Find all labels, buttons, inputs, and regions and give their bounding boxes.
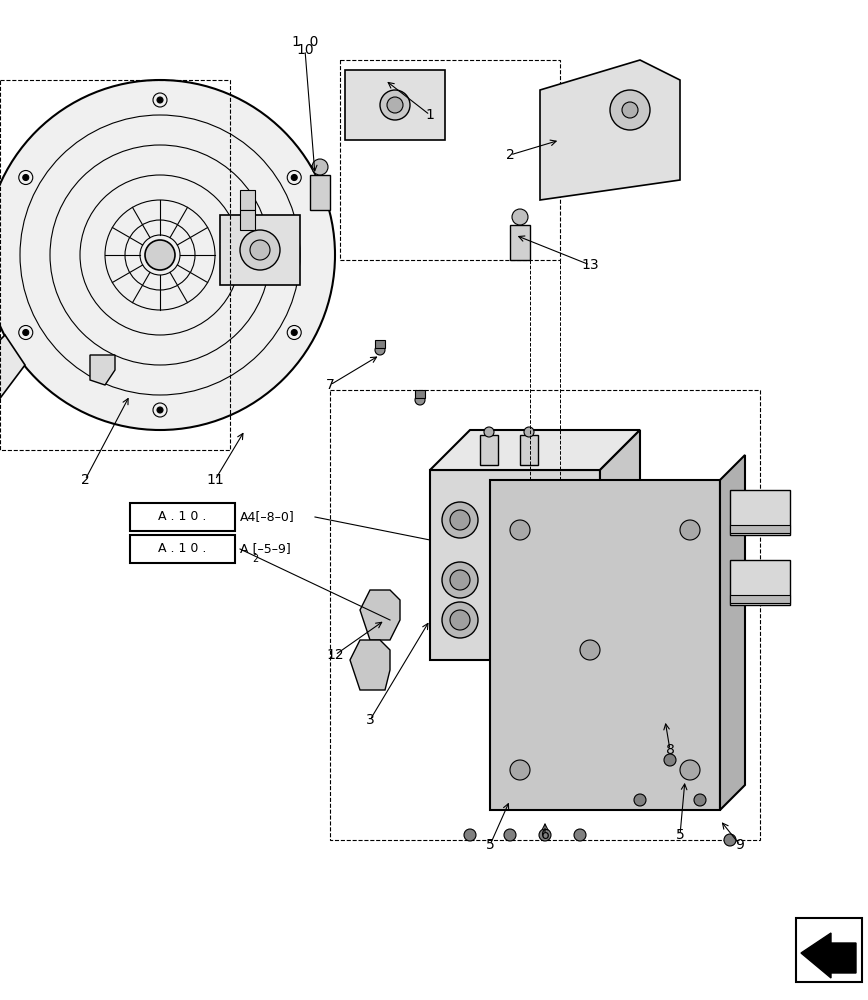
Circle shape xyxy=(387,97,403,113)
Circle shape xyxy=(500,570,520,590)
Circle shape xyxy=(492,562,528,598)
Bar xyxy=(490,480,720,810)
Bar xyxy=(340,60,560,260)
Bar xyxy=(430,470,600,660)
Circle shape xyxy=(724,834,736,846)
Circle shape xyxy=(450,510,470,530)
Circle shape xyxy=(510,520,530,540)
Polygon shape xyxy=(360,590,400,640)
Text: 10: 10 xyxy=(296,43,314,57)
Circle shape xyxy=(552,612,568,628)
Circle shape xyxy=(680,520,700,540)
Text: A . 1 0 .: A . 1 0 . xyxy=(158,542,207,556)
Polygon shape xyxy=(720,455,745,810)
Text: 8: 8 xyxy=(666,743,674,757)
Text: 13: 13 xyxy=(582,258,599,272)
Circle shape xyxy=(539,829,551,841)
Circle shape xyxy=(375,345,385,355)
Circle shape xyxy=(484,427,494,437)
Bar xyxy=(520,435,538,465)
Polygon shape xyxy=(540,60,680,200)
Text: 3: 3 xyxy=(365,713,374,727)
Text: 2: 2 xyxy=(506,148,515,162)
Bar xyxy=(796,918,862,982)
Text: A . 1 0 .: A . 1 0 . xyxy=(158,510,207,524)
Circle shape xyxy=(415,395,425,405)
Circle shape xyxy=(664,754,676,766)
Text: 2: 2 xyxy=(81,473,89,487)
Bar xyxy=(130,503,235,531)
Circle shape xyxy=(464,829,476,841)
Text: 6: 6 xyxy=(541,828,549,842)
Bar xyxy=(480,435,498,465)
Circle shape xyxy=(157,97,163,103)
Polygon shape xyxy=(801,933,856,978)
Text: 12: 12 xyxy=(326,648,344,662)
Polygon shape xyxy=(350,640,390,690)
Text: 2: 2 xyxy=(252,554,258,564)
Circle shape xyxy=(524,427,534,437)
Circle shape xyxy=(492,602,528,638)
Polygon shape xyxy=(90,355,115,385)
Bar xyxy=(510,225,530,260)
Circle shape xyxy=(0,80,335,430)
Bar xyxy=(730,490,790,535)
Bar xyxy=(375,340,385,348)
Circle shape xyxy=(442,502,478,538)
Text: 7: 7 xyxy=(326,378,334,392)
Circle shape xyxy=(574,829,586,841)
Circle shape xyxy=(442,602,478,638)
Circle shape xyxy=(500,610,520,630)
Bar xyxy=(240,190,255,210)
Bar xyxy=(730,560,790,605)
Circle shape xyxy=(510,760,530,780)
Circle shape xyxy=(450,610,470,630)
Bar xyxy=(0,80,230,450)
Circle shape xyxy=(450,570,470,590)
Bar xyxy=(415,390,425,398)
Circle shape xyxy=(552,502,568,518)
Text: A [–5–9]: A [–5–9] xyxy=(240,542,291,556)
Circle shape xyxy=(622,102,638,118)
Bar xyxy=(310,175,330,210)
Text: 5: 5 xyxy=(485,838,495,852)
Circle shape xyxy=(442,562,478,598)
Text: 1  0: 1 0 xyxy=(292,35,319,49)
Circle shape xyxy=(23,330,29,336)
Circle shape xyxy=(504,829,516,841)
Circle shape xyxy=(157,407,163,413)
Polygon shape xyxy=(430,430,640,470)
Circle shape xyxy=(250,240,270,260)
Circle shape xyxy=(380,90,410,120)
Bar xyxy=(130,535,235,563)
Circle shape xyxy=(694,794,706,806)
Circle shape xyxy=(610,90,650,130)
Circle shape xyxy=(240,230,280,270)
Text: 11: 11 xyxy=(206,473,224,487)
Bar xyxy=(220,215,300,285)
Circle shape xyxy=(145,240,175,270)
Circle shape xyxy=(312,159,328,175)
Bar xyxy=(730,595,790,603)
Bar xyxy=(345,70,445,140)
Text: 5: 5 xyxy=(675,828,684,842)
Text: A4[–8–0]: A4[–8–0] xyxy=(240,510,295,524)
Circle shape xyxy=(292,174,297,180)
Text: 9: 9 xyxy=(735,838,745,852)
Circle shape xyxy=(23,174,29,180)
Polygon shape xyxy=(600,430,640,660)
Polygon shape xyxy=(0,335,25,485)
Bar xyxy=(330,390,760,840)
Bar xyxy=(240,210,255,230)
Circle shape xyxy=(580,640,600,660)
Circle shape xyxy=(292,330,297,336)
Bar xyxy=(730,525,790,533)
Text: 1: 1 xyxy=(425,108,435,122)
Circle shape xyxy=(634,794,646,806)
Circle shape xyxy=(680,760,700,780)
Circle shape xyxy=(512,209,528,225)
